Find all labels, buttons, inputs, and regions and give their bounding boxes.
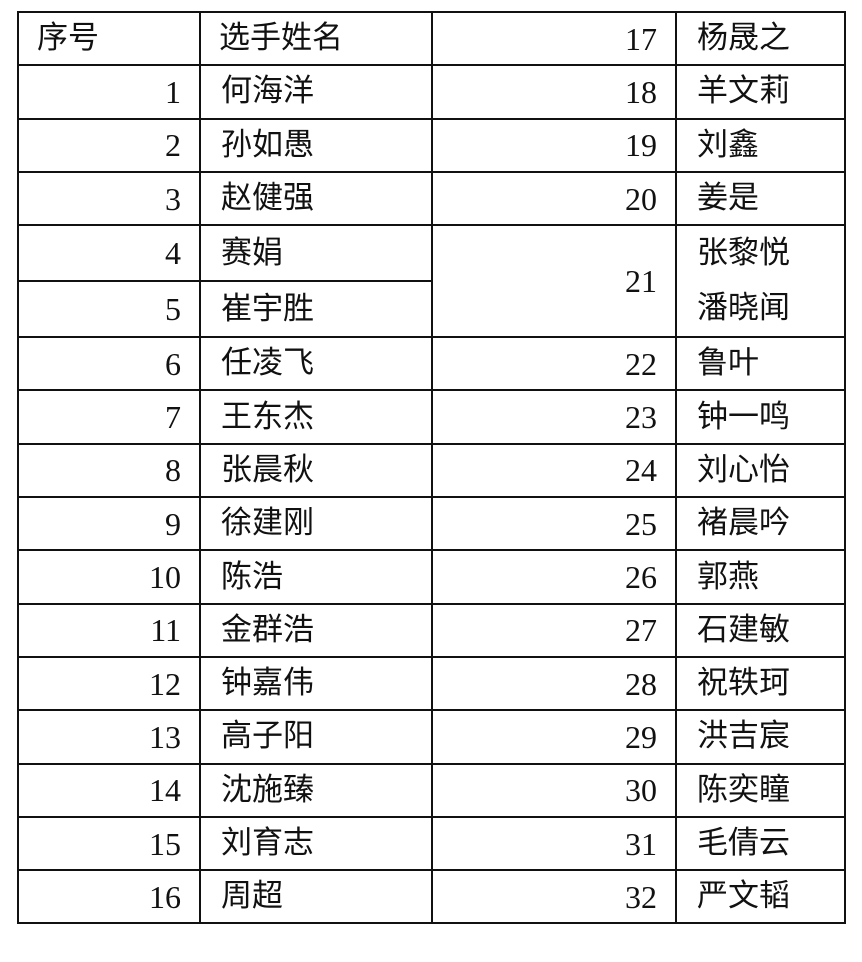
left-number-cell: 5 bbox=[17, 280, 201, 339]
table-row: 9 徐建刚 25 褚晨吟 bbox=[17, 496, 846, 552]
table-row: 3 赵健强 20 姜是 bbox=[17, 170, 846, 227]
table-row: 6 任凌飞 22 鲁叶 bbox=[17, 336, 846, 392]
left-name-cell: 王东杰 bbox=[199, 389, 433, 445]
left-number-cell: 13 bbox=[17, 709, 201, 765]
left-name-cell: 金群浩 bbox=[199, 602, 433, 658]
left-number-cell: 4 bbox=[17, 224, 201, 283]
right-number-cell: 24 bbox=[431, 442, 677, 499]
right-name-cell: 毛倩云 bbox=[675, 815, 846, 872]
table-header-row: 序号 选手姓名 17 杨晟之 bbox=[17, 10, 846, 67]
table-row: 7 王东杰 23 钟一鸣 bbox=[17, 389, 846, 445]
right-name-cell: 褚晨吟 bbox=[675, 496, 846, 552]
left-number-cell: 11 bbox=[17, 602, 201, 658]
left-name-cell: 钟嘉伟 bbox=[199, 655, 433, 712]
table-row: 16 周超 32 严文韬 bbox=[17, 869, 846, 925]
table-row: 1 何海洋 18 羊文莉 bbox=[17, 64, 846, 120]
left-number-cell: 3 bbox=[17, 170, 201, 227]
right-name-cell: 刘鑫 bbox=[675, 117, 846, 173]
table-row: 2 孙如愚 19 刘鑫 bbox=[17, 117, 846, 173]
right-name-cell: 杨晟之 bbox=[675, 10, 846, 67]
table-row: 11 金群浩 27 石建敏 bbox=[17, 602, 846, 658]
right-number-cell: 31 bbox=[431, 815, 677, 872]
right-name-cell: 姜是 bbox=[675, 170, 846, 227]
right-number-cell: 23 bbox=[431, 389, 677, 445]
right-number-cell: 20 bbox=[431, 170, 677, 227]
left-name-cell: 任凌飞 bbox=[199, 336, 433, 392]
right-name-cell: 祝轶珂 bbox=[675, 655, 846, 712]
header-name: 选手姓名 bbox=[199, 10, 433, 67]
left-number-cell: 10 bbox=[17, 549, 201, 605]
right-name-cell: 张黎悦 潘晓闻 bbox=[675, 224, 846, 339]
table-row: 12 钟嘉伟 28 祝轶珂 bbox=[17, 655, 846, 712]
left-number-cell: 8 bbox=[17, 442, 201, 499]
table-body: 序号 选手姓名 17 杨晟之 1 何海洋 18 羊文莉 2 孙如愚 19 刘鑫 3 赵健强 20 姜是… bbox=[17, 10, 846, 925]
left-name-cell: 陈浩 bbox=[199, 549, 433, 605]
right-number-cell: 26 bbox=[431, 549, 677, 605]
name-line: 张黎悦 bbox=[697, 235, 790, 272]
table-row: 4 赛娟 21 张黎悦 潘晓闻 bbox=[17, 224, 846, 339]
contestant-table: 序号 选手姓名 17 杨晟之 1 何海洋 18 羊文莉 2 孙如愚 19 刘鑫 3 赵健强 20 姜是… bbox=[17, 10, 846, 925]
left-name-cell: 周超 bbox=[199, 869, 433, 925]
left-name-cell: 孙如愚 bbox=[199, 117, 433, 173]
table-row: 14 沈施臻 30 陈奕瞳 bbox=[17, 762, 846, 818]
left-name-cell: 张晨秋 bbox=[199, 442, 433, 499]
left-number-cell: 1 bbox=[17, 64, 201, 120]
name-line: 潘晓闻 bbox=[697, 290, 790, 327]
right-number-cell: 17 bbox=[431, 10, 677, 67]
left-number-cell: 12 bbox=[17, 655, 201, 712]
left-name-cell: 何海洋 bbox=[199, 64, 433, 120]
right-number-cell: 25 bbox=[431, 496, 677, 552]
left-number-cell: 9 bbox=[17, 496, 201, 552]
left-number-cell: 2 bbox=[17, 117, 201, 173]
right-number-cell: 22 bbox=[431, 336, 677, 392]
left-number-cell: 6 bbox=[17, 336, 201, 392]
right-name-cell: 刘心怡 bbox=[675, 442, 846, 499]
left-number-cell: 16 bbox=[17, 869, 201, 925]
table-row: 8 张晨秋 24 刘心怡 bbox=[17, 442, 846, 499]
header-number: 序号 bbox=[17, 10, 201, 67]
left-name-cell: 刘育志 bbox=[199, 815, 433, 872]
right-number-cell: 28 bbox=[431, 655, 677, 712]
right-number-cell: 27 bbox=[431, 602, 677, 658]
left-name-cell: 赵健强 bbox=[199, 170, 433, 227]
right-name-cell: 钟一鸣 bbox=[675, 389, 846, 445]
right-name-cell: 鲁叶 bbox=[675, 336, 846, 392]
table-row: 15 刘育志 31 毛倩云 bbox=[17, 815, 846, 872]
right-number-cell: 18 bbox=[431, 64, 677, 120]
right-number-cell: 19 bbox=[431, 117, 677, 173]
right-number-cell: 32 bbox=[431, 869, 677, 925]
right-name-cell: 陈奕瞳 bbox=[675, 762, 846, 818]
left-name-cell: 徐建刚 bbox=[199, 496, 433, 552]
right-number-cell: 29 bbox=[431, 709, 677, 765]
table-row: 5 崔宇胜 bbox=[17, 280, 845, 339]
table-row: 10 陈浩 26 郭燕 bbox=[17, 549, 846, 605]
left-name-cell: 高子阳 bbox=[199, 709, 433, 765]
right-name-cell: 洪吉宸 bbox=[675, 709, 846, 765]
right-number-cell: 30 bbox=[431, 762, 677, 818]
right-name-cell: 石建敏 bbox=[675, 602, 846, 658]
left-name-cell: 崔宇胜 bbox=[199, 280, 433, 339]
left-number-cell: 14 bbox=[17, 762, 201, 818]
left-number-cell: 15 bbox=[17, 815, 201, 872]
left-name-cell: 赛娟 bbox=[199, 224, 433, 283]
left-name-cell: 沈施臻 bbox=[199, 762, 433, 818]
right-name-cell: 羊文莉 bbox=[675, 64, 846, 120]
table-row: 13 高子阳 29 洪吉宸 bbox=[17, 709, 846, 765]
left-number-cell: 7 bbox=[17, 389, 201, 445]
right-number-cell: 21 bbox=[431, 224, 677, 339]
right-name-cell: 严文韬 bbox=[675, 869, 846, 925]
right-name-cell: 郭燕 bbox=[675, 549, 846, 605]
